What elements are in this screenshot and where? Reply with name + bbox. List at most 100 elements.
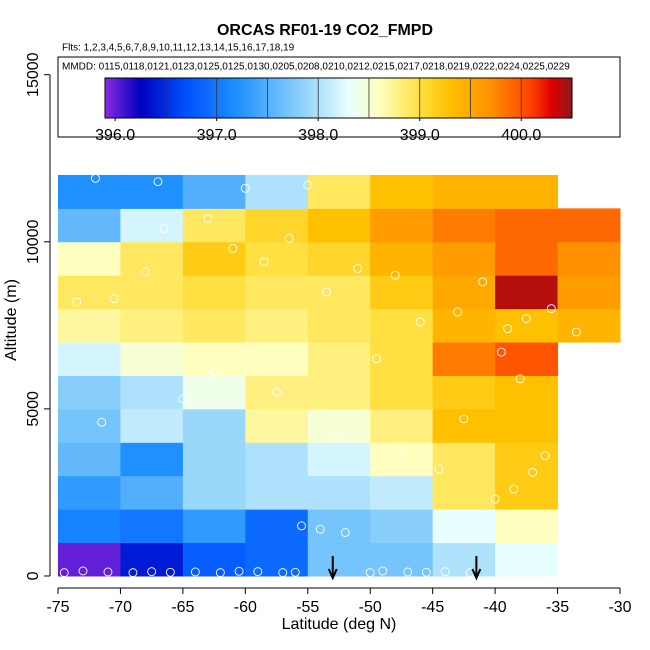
data-point — [396, 444, 406, 454]
heat-cell — [120, 342, 184, 376]
data-point — [215, 568, 225, 578]
data-point — [503, 324, 513, 334]
colorbar-tick-label: 398.0 — [298, 127, 338, 144]
heat-cell — [58, 275, 121, 310]
heat-cell — [182, 408, 246, 443]
data-point — [540, 451, 550, 461]
heat-cell — [307, 375, 371, 410]
data-point — [509, 484, 519, 494]
heat-cell — [245, 375, 309, 410]
heat-cell — [182, 241, 246, 276]
colorbar-tick-label: 397.0 — [197, 127, 237, 144]
data-point — [372, 354, 381, 364]
heat-cell — [245, 342, 309, 376]
x-tick-label: -65 — [171, 599, 194, 616]
heat-cell — [182, 208, 246, 243]
heat-cell — [182, 442, 246, 477]
data-point — [59, 568, 69, 578]
heat-cell — [58, 408, 121, 443]
data-point — [103, 567, 113, 577]
heat-cell — [432, 408, 496, 443]
heat-cell — [58, 375, 121, 410]
x-tick-label: -60 — [234, 599, 257, 616]
heat-cell — [120, 208, 184, 243]
data-point — [240, 183, 250, 193]
heat-cell — [120, 241, 184, 276]
data-point — [128, 568, 138, 578]
heat-cell — [495, 408, 559, 443]
heat-cell — [58, 442, 121, 477]
heat-cell — [557, 308, 621, 343]
heat-cell — [307, 342, 371, 376]
heat-cell — [370, 408, 434, 443]
data-point — [209, 367, 219, 377]
heat-cell — [307, 442, 371, 477]
heat-cell — [307, 475, 371, 510]
heat-cell — [432, 542, 496, 577]
heat-cell — [120, 509, 184, 544]
data-point — [490, 494, 500, 504]
heat-cell — [432, 208, 496, 243]
x-tick-label: -40 — [484, 599, 507, 616]
heat-cell — [182, 342, 246, 376]
heat-cell — [370, 241, 434, 276]
data-point — [253, 567, 263, 577]
heat-cell — [120, 408, 184, 443]
heat-cell — [370, 174, 434, 209]
data-point — [546, 304, 556, 314]
heat-cell — [120, 475, 184, 510]
data-point — [453, 307, 463, 317]
heat-cell — [182, 308, 246, 343]
heat-cell — [370, 375, 434, 410]
heat-cell — [495, 241, 559, 276]
heat-cell — [495, 275, 559, 310]
heat-cell — [495, 542, 559, 577]
data-point — [390, 270, 400, 280]
heat-cell — [182, 542, 246, 577]
heat-cell — [370, 509, 434, 544]
heat-cell — [245, 275, 309, 310]
heat-cell — [307, 174, 371, 209]
data-point — [515, 374, 525, 384]
heat-cell — [120, 308, 184, 343]
heat-cell — [182, 275, 246, 310]
heat-cell — [120, 174, 184, 209]
data-point — [421, 567, 431, 577]
arrow-head — [471, 568, 482, 581]
heat-cell — [307, 208, 371, 243]
heat-cell — [182, 475, 246, 510]
data-point — [140, 267, 150, 277]
heat-cell — [557, 275, 621, 310]
heat-cell — [432, 174, 496, 209]
heat-cell — [182, 375, 246, 410]
data-point — [78, 566, 88, 576]
data-point — [153, 177, 163, 187]
heat-cell — [432, 375, 496, 410]
y-tick-label: 10000 — [25, 219, 42, 264]
legend-title: MMDD: 0115,0118,0121,0123,0125,0125,0130… — [62, 62, 570, 73]
data-point — [303, 180, 313, 190]
x-axis-label: Latitude (deg N) — [282, 616, 397, 633]
heat-cell — [432, 475, 496, 510]
heat-cell — [432, 275, 496, 310]
data-point — [415, 317, 425, 327]
subtitle: Flts: 1,2,3,4,5,6,7,8,9,10,11,12,13,14,1… — [62, 43, 295, 54]
data-point — [72, 297, 82, 307]
data-point — [378, 566, 388, 576]
colorbar — [104, 77, 573, 119]
x-tick-label: -35 — [546, 599, 569, 616]
data-point — [353, 264, 363, 273]
data-point — [147, 567, 157, 577]
heat-cell — [120, 442, 184, 477]
heat-cell — [370, 442, 434, 477]
heat-cell — [58, 342, 121, 376]
colorbar-tick-label: 399.0 — [400, 127, 440, 144]
heat-cell — [432, 308, 496, 343]
heat-cell — [245, 241, 309, 276]
data-point — [322, 287, 331, 297]
heat-cell — [495, 509, 559, 544]
data-point — [259, 257, 269, 267]
y-tick-label: 5000 — [25, 391, 42, 427]
data-point — [528, 467, 538, 477]
colorbar-tick-label: 396.0 — [95, 127, 135, 144]
